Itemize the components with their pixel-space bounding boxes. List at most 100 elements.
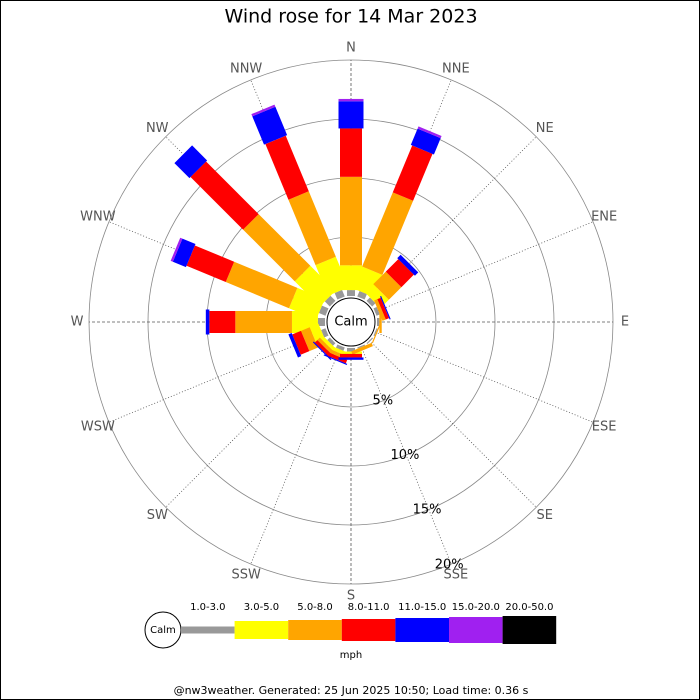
bar-segment — [340, 128, 362, 177]
spoke — [108, 331, 328, 423]
bar-segment — [209, 311, 236, 333]
bar-segment — [324, 295, 336, 307]
bar-segment — [340, 353, 362, 358]
bar-segment — [190, 161, 259, 230]
bar-segment — [340, 176, 362, 266]
bar-segment — [172, 238, 196, 268]
bar-segment — [417, 126, 442, 139]
bar-segment — [377, 297, 390, 320]
bar-segment — [312, 341, 332, 361]
direction-label: NW — [146, 121, 169, 136]
legend-label: 20.0-50.0 — [505, 602, 553, 613]
bar-segment — [366, 297, 376, 307]
legend-swatch — [449, 617, 503, 643]
direction-label: NE — [536, 121, 554, 136]
direction-label: S — [347, 589, 355, 604]
ring-label: 15% — [413, 503, 442, 518]
bar-segment — [321, 328, 329, 338]
direction-label: WSW — [81, 419, 115, 434]
bar-segment — [317, 318, 326, 326]
spoke — [369, 340, 537, 508]
direction-label: SE — [537, 508, 553, 523]
legend-unit: mph — [340, 650, 362, 661]
calm-label: Calm — [334, 315, 367, 330]
direction-label: W — [71, 315, 84, 330]
bar-segment — [392, 145, 433, 201]
bar-segment — [338, 357, 364, 360]
ring-label: 5% — [373, 393, 394, 408]
bar-segment — [362, 192, 414, 275]
bar-segment — [347, 290, 355, 296]
bar-segment — [235, 311, 292, 333]
bar-segment — [317, 337, 336, 356]
ring-label: 20% — [435, 557, 464, 572]
bar-segment — [347, 348, 355, 352]
chart-title: Wind rose for 14 Mar 2023 — [224, 6, 477, 28]
bar-segment — [338, 101, 364, 129]
bar-segment — [379, 311, 382, 333]
bar-segment — [374, 299, 386, 321]
direction-label: SW — [147, 508, 168, 523]
bar-segment — [357, 290, 367, 300]
spoke — [360, 345, 452, 565]
bar-segment — [225, 261, 298, 309]
bar-segment — [205, 309, 210, 335]
bar-segment — [288, 333, 302, 358]
direction-label: NNW — [230, 61, 262, 76]
bar-segment — [318, 305, 329, 316]
legend-label: 3.0-5.0 — [244, 602, 279, 613]
bar-segment — [397, 254, 419, 276]
bar-segment — [357, 344, 366, 349]
bar-segment — [338, 98, 364, 102]
bar-segment — [288, 191, 336, 266]
legend-label: 15.0-20.0 — [452, 602, 500, 613]
bar-segment — [265, 135, 309, 200]
bar-segment — [323, 354, 348, 365]
legend-calm-label: Calm — [150, 625, 176, 636]
bar-segment — [351, 342, 373, 355]
bar-segment — [186, 245, 235, 283]
legend-swatch — [395, 618, 449, 642]
bar-segment — [340, 351, 362, 354]
spoke — [374, 221, 594, 313]
bar-segment — [243, 214, 311, 282]
bar-segment — [366, 337, 374, 345]
direction-label: SSW — [231, 568, 261, 583]
direction-label: N — [346, 41, 356, 56]
bar-segment — [376, 318, 380, 326]
legend-swatch — [288, 620, 342, 640]
spoke — [374, 331, 594, 423]
bar-segment — [174, 145, 208, 179]
direction-label: NNE — [442, 61, 470, 76]
bar-segment — [371, 322, 382, 344]
ring-label: 10% — [390, 448, 419, 463]
bar-segment — [294, 265, 336, 307]
bar-segment — [251, 104, 276, 117]
bar-segment — [252, 106, 288, 145]
legend-label: 5.0-8.0 — [297, 602, 332, 613]
direction-label: E — [621, 315, 629, 330]
bar-segment — [300, 327, 319, 352]
calm-circle — [326, 297, 376, 347]
direction-label: ENE — [591, 210, 617, 225]
bar-segment — [170, 237, 183, 262]
legend-label: 1.0-3.0 — [190, 602, 225, 613]
bar-segment — [380, 295, 391, 320]
legend-label: 11.0-15.0 — [398, 602, 446, 613]
footer: @nw3weather. Generated: 25 Jun 2025 10:5… — [174, 684, 529, 697]
bar-segment — [385, 259, 414, 288]
bar-segment — [336, 344, 345, 351]
bar-segment — [315, 256, 349, 296]
bar-segment — [327, 337, 336, 346]
bar-segment — [410, 128, 441, 155]
spoke — [250, 345, 342, 565]
legend-swatch — [341, 619, 396, 641]
direction-label: SSE — [443, 568, 468, 583]
bar-segment — [292, 330, 310, 355]
bar-segment — [334, 289, 345, 300]
spoke — [165, 340, 333, 508]
direction-label: ESE — [592, 419, 617, 434]
bar-segment — [373, 307, 380, 316]
bar-segment — [373, 328, 378, 337]
